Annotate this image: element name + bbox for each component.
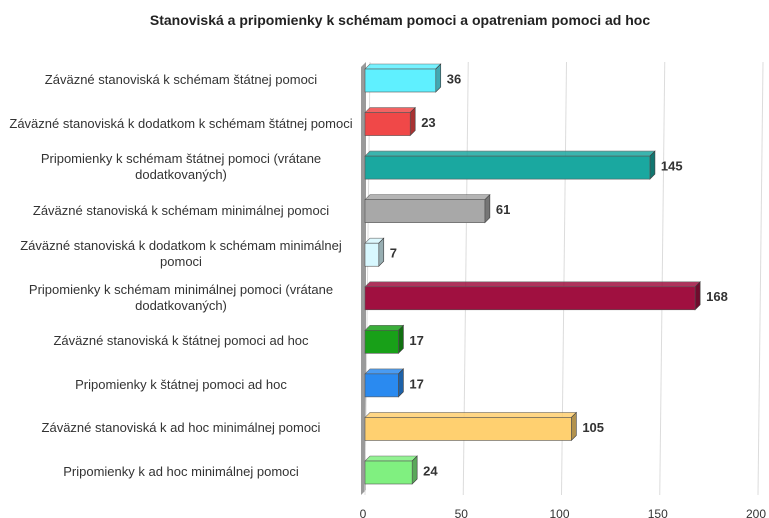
bar-top (364, 150, 656, 157)
value-label: 23 (421, 115, 435, 130)
bar-side (398, 324, 404, 355)
y-tick-label: Záväzné stanoviská k štátnej pomoci ad h… (53, 333, 309, 349)
bar-top (364, 455, 418, 462)
x-tick-label: 0 (360, 507, 367, 518)
y-tick-label: Pripomienky k štátnej pomoci ad hoc (75, 376, 287, 392)
value-label: 145 (661, 159, 683, 174)
value-label: 7 (390, 246, 397, 261)
bar-side (411, 455, 418, 485)
bar (364, 373, 399, 398)
value-label: 61 (496, 202, 510, 217)
y-tick-label: Pripomienky k ad hoc minimálnej pomoci (63, 464, 299, 479)
bar-side (409, 106, 416, 137)
x-tick-label: 50 (455, 507, 469, 518)
bar-top (364, 194, 491, 200)
bar-side (484, 193, 491, 224)
bar (364, 112, 411, 136)
y-tick-label: Záväzné stanoviská k dodatkom k schémam … (9, 115, 353, 131)
grid-line (659, 61, 666, 496)
y-tick-label: Pripomienky k schémam štátnej pomoci (vr… (40, 151, 322, 183)
y-tick-label: Záväzné stanoviská k schémam minimálnej … (32, 202, 330, 218)
bar-top (364, 107, 416, 113)
bar-side (571, 411, 577, 442)
bar-side (694, 281, 701, 311)
bar (364, 242, 380, 267)
bar-side (378, 237, 385, 267)
bar-side (435, 63, 442, 93)
bar (364, 330, 399, 354)
bar-top (364, 325, 405, 331)
y-tick-label: Záväzné stanoviská k dodatkom k schémam … (20, 238, 342, 270)
bar (364, 155, 651, 180)
bar-top (364, 63, 442, 70)
value-label: 17 (409, 333, 423, 348)
bar (364, 199, 486, 223)
value-label: 24 (423, 463, 438, 478)
value-label: 17 (409, 376, 423, 391)
bar-top (364, 368, 405, 375)
value-label: 36 (447, 71, 461, 86)
bar-top (364, 281, 701, 288)
bar (364, 68, 437, 93)
bar (364, 417, 572, 441)
x-tick-label: 150 (648, 507, 668, 518)
bar-top (364, 412, 578, 418)
grid-line (757, 61, 764, 496)
y-tick-label: Záväzné stanoviská k schémam štátnej pom… (44, 72, 318, 87)
x-tick-label: 100 (549, 507, 569, 518)
bar-side (649, 150, 656, 180)
bar (364, 286, 696, 311)
bar (364, 460, 413, 485)
value-label: 168 (706, 289, 728, 304)
value-label: 105 (582, 420, 604, 435)
y-tick-label: Pripomienky k schémam minimálnej pomoci … (28, 281, 334, 313)
y-tick-label: Záväzné stanoviská k ad hoc minimálnej p… (41, 420, 321, 436)
chart-title: Stanoviská a pripomienky k schémam pomoc… (149, 12, 651, 28)
bar-side (398, 368, 404, 398)
x-tick-label: 200 (746, 507, 766, 518)
